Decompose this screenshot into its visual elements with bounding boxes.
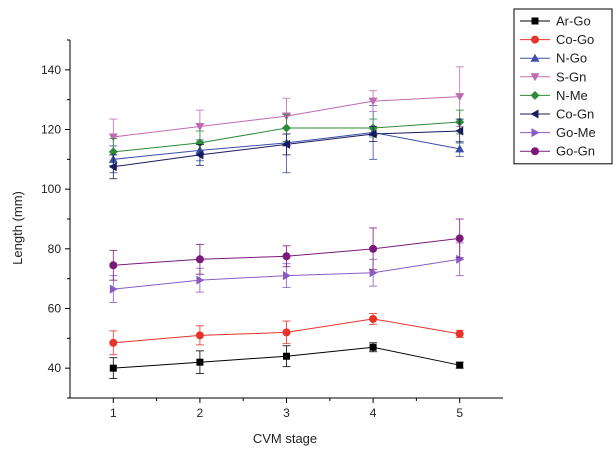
marker-triangle-right [109, 284, 118, 294]
x-tick-label: 5 [456, 406, 463, 420]
marker-circle [109, 261, 118, 270]
y-tick-label: 100 [41, 182, 61, 196]
marker-diamond [195, 138, 205, 148]
marker-circle [282, 328, 291, 337]
marker-triangle-down [195, 123, 205, 132]
series-layer [108, 66, 465, 380]
legend-label: Co-Go [556, 32, 594, 47]
y-tick-label: 40 [48, 361, 62, 375]
x-axis-label: CVM stage [253, 431, 317, 446]
marker-circle [531, 35, 539, 44]
marker-square [531, 17, 539, 25]
marker-triangle-up [530, 53, 540, 62]
legend-label: N-Go [556, 51, 587, 66]
legend-item: N-Go [520, 51, 587, 66]
y-tick-label: 120 [41, 123, 61, 137]
legend-item: Co-Gn [520, 107, 594, 122]
marker-triangle-down [108, 133, 118, 142]
y-tick-label: 140 [41, 63, 61, 77]
marker-circle [369, 244, 378, 253]
marker-diamond [530, 90, 540, 100]
marker-triangle-down [368, 97, 378, 106]
legend-label: Co-Gn [556, 107, 594, 122]
y-axis-label: Length (mm) [10, 191, 25, 265]
marker-triangle-right [369, 268, 378, 278]
series-go-gn [109, 218, 464, 281]
marker-circle [195, 255, 204, 264]
series-co-go [109, 313, 464, 356]
marker-diamond [282, 123, 291, 133]
marker-circle [109, 338, 118, 347]
legend-item: Ar-Go [520, 14, 591, 29]
legend-item: Go-Gn [520, 144, 595, 159]
legend-item: Co-Go [520, 32, 594, 47]
legend-item: S-Gn [520, 69, 586, 84]
x-tick-label: 2 [197, 406, 204, 420]
marker-square [283, 352, 290, 360]
marker-triangle-down [530, 73, 540, 82]
marker-triangle-right [456, 254, 465, 264]
marker-triangle-left [282, 139, 290, 149]
legend: Ar-Go Co-Go N-Go S-Gn N-Me Co-Gn Go-Me Go-Gn [513, 8, 613, 165]
marker-circle [195, 331, 204, 340]
marker-triangle-left [530, 109, 539, 119]
series-ar-go [109, 342, 464, 380]
y-tick-label: 80 [48, 242, 62, 256]
series-co-gn [108, 118, 464, 180]
marker-triangle-right [196, 275, 205, 285]
marker-triangle-left [195, 150, 204, 160]
marker-triangle-right [283, 271, 291, 281]
x-tick-label: 1 [110, 406, 117, 420]
x-tick-label: 4 [370, 406, 377, 420]
marker-triangle-right [531, 128, 540, 138]
legend-label: S-Gn [556, 69, 586, 84]
marker-circle [531, 147, 539, 156]
legend-box [513, 8, 613, 165]
marker-square [456, 361, 464, 369]
marker-circle [282, 252, 291, 261]
marker-circle [455, 329, 464, 338]
marker-circle [455, 234, 464, 243]
legend-label: N-Me [556, 88, 588, 103]
marker-diamond [108, 147, 118, 157]
marker-circle [369, 314, 378, 323]
y-tick-label: 60 [48, 302, 62, 316]
legend-label: Ar-Go [556, 14, 591, 29]
marker-square [196, 358, 204, 366]
marker-square [109, 364, 117, 372]
marker-square [369, 343, 377, 351]
legend-label: Go-Gn [556, 144, 595, 159]
marker-triangle-left [455, 126, 464, 136]
marker-triangle-left [368, 129, 377, 139]
x-tick-label: 3 [283, 406, 290, 420]
legend-item: Go-Me [520, 125, 596, 140]
series-go-me [109, 242, 465, 303]
marker-triangle-left [108, 162, 117, 172]
legend-item: N-Me [520, 88, 588, 103]
legend-label: Go-Me [556, 125, 596, 140]
marker-triangle-down [455, 93, 465, 102]
axes: 40 60 80 100 120 140 1 2 3 4 5 [41, 39, 503, 420]
marker-triangle-up [455, 144, 465, 153]
